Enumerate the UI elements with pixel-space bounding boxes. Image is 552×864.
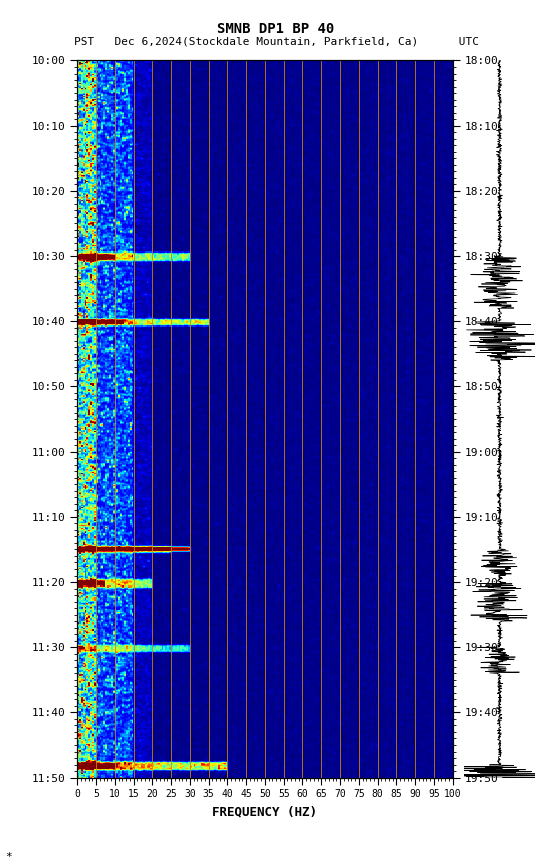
Text: SMNB DP1 BP 40: SMNB DP1 BP 40 [217, 22, 335, 35]
Text: *: * [6, 852, 12, 861]
Text: PST   Dec 6,2024(Stockdale Mountain, Parkfield, Ca)      UTC: PST Dec 6,2024(Stockdale Mountain, Parkf… [73, 36, 479, 47]
X-axis label: FREQUENCY (HZ): FREQUENCY (HZ) [213, 805, 317, 818]
